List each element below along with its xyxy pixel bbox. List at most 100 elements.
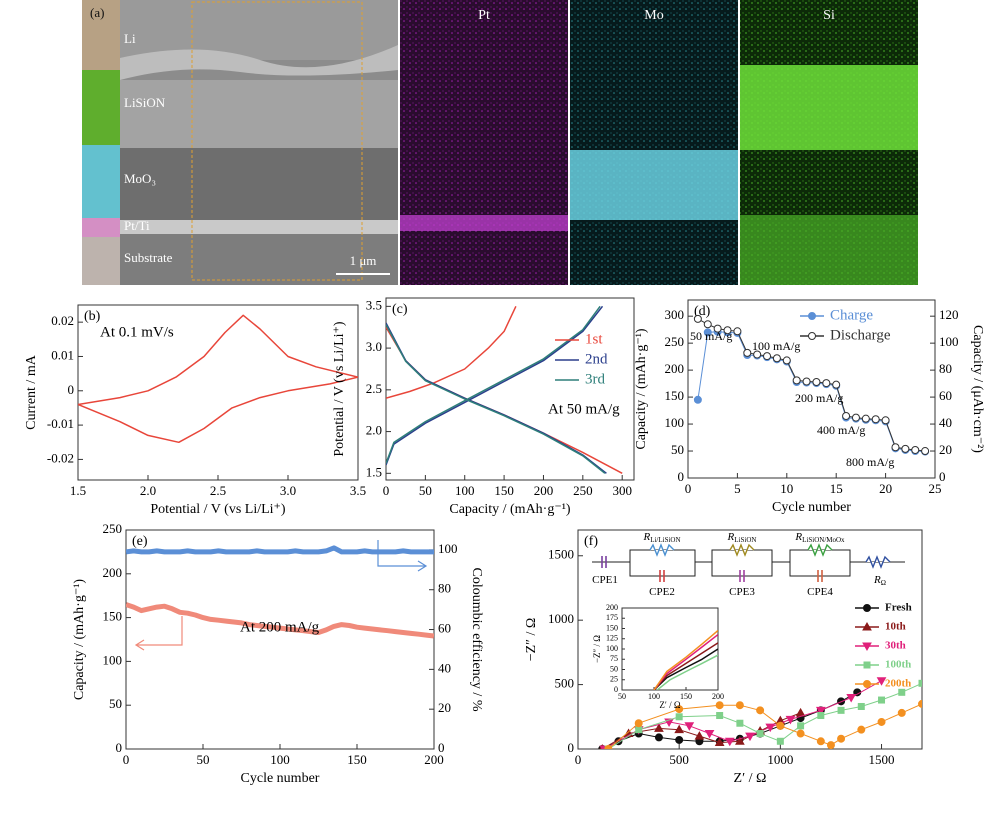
resistor <box>729 543 755 557</box>
marker <box>785 715 796 725</box>
arrow <box>377 540 428 572</box>
marker <box>634 719 643 728</box>
layer-label: LiSiON <box>124 95 166 110</box>
y-axis-label: −Z″ / Ω <box>524 618 539 662</box>
marker <box>817 712 825 720</box>
resistor <box>807 543 833 557</box>
circuit-symbol: R <box>794 531 802 543</box>
layer-label: Li <box>124 31 136 46</box>
y-tick-label: 0 <box>678 469 685 484</box>
pt-map <box>400 0 568 285</box>
marker <box>921 447 930 456</box>
y2-tick-label: 20 <box>438 700 451 715</box>
y2-axis-label: Capacity / (μAh·cm⁻²) <box>970 325 985 453</box>
resistor <box>649 543 675 557</box>
marker <box>812 377 821 386</box>
marker <box>736 719 744 727</box>
marker <box>675 713 683 721</box>
marker <box>703 328 712 337</box>
y-tick-label: 0 <box>68 382 75 397</box>
marker <box>715 701 724 710</box>
selection-box <box>191 1 363 281</box>
annotation: 50 mA/g <box>690 329 732 343</box>
marker <box>918 679 922 687</box>
legend-label: 30th <box>885 640 906 652</box>
x-tick-label: 1000 <box>767 752 793 767</box>
annotation: At 0.1 mV/s <box>100 324 174 340</box>
marker <box>604 745 613 749</box>
marker <box>675 735 684 744</box>
marker <box>704 730 715 739</box>
series-group <box>653 629 718 690</box>
y-tick-label: 50 <box>109 696 122 711</box>
marker <box>802 377 811 386</box>
y-tick-label: 0.02 <box>51 313 74 328</box>
y-tick-label: 50 <box>671 442 684 457</box>
marker <box>635 726 643 734</box>
y-axis-label: Potential / V (vs Li/Li⁺) <box>332 321 347 457</box>
series-group <box>693 314 930 456</box>
y-tick-label: 0 <box>614 685 618 694</box>
map-title: Mo <box>644 8 663 23</box>
x-tick-label: 1.5 <box>70 483 86 498</box>
marker <box>694 731 705 740</box>
y2-tick-label: 100 <box>939 334 959 349</box>
y-tick-label: 300 <box>665 307 685 322</box>
marker <box>693 395 702 404</box>
x-axis-label: Z′ / Ω <box>659 700 680 710</box>
panel-label: (b) <box>84 309 101 324</box>
x-tick-label: 0 <box>123 752 130 767</box>
marker <box>716 712 724 720</box>
marker <box>735 701 744 710</box>
plot-area <box>385 297 635 481</box>
x-tick-label: 1500 <box>869 752 895 767</box>
pt-band <box>400 215 568 231</box>
y2-tick-label: 80 <box>438 581 451 596</box>
y-tick-label: 125 <box>606 634 618 643</box>
legend-label: Discharge <box>830 327 891 343</box>
marker <box>743 348 752 357</box>
y-tick-label: 150 <box>103 609 123 624</box>
marker <box>724 737 735 747</box>
y2-tick-label: 80 <box>939 361 952 376</box>
x-tick-label: 2.0 <box>140 483 156 498</box>
circuit-label: RLi/LiSiON <box>642 531 680 544</box>
y-tick-label: -0.02 <box>47 450 74 465</box>
circuit-label: CPE4 <box>807 586 833 598</box>
marker <box>842 411 851 420</box>
y-tick-label: 500 <box>555 676 575 691</box>
marker <box>846 693 857 703</box>
arrow <box>134 616 183 651</box>
y2-tick-label: 0 <box>939 469 946 484</box>
layer-swatch <box>82 145 120 218</box>
circuit-label: CPE1 <box>592 574 618 586</box>
circuit-symbol: CPE2 <box>649 586 675 598</box>
layer-swatch <box>82 237 120 285</box>
annotation: 400 mA/g <box>817 423 865 437</box>
marker <box>871 415 880 424</box>
x-tick-label: 150 <box>347 752 367 767</box>
x-tick-label: 5 <box>734 481 741 496</box>
y-tick-label: 75 <box>610 654 618 663</box>
circuit-subscript: Ω <box>881 579 886 587</box>
x-tick-label: 100 <box>270 752 290 767</box>
y-tick-label: 3.5 <box>366 297 382 312</box>
marker <box>891 443 900 452</box>
x-tick-label: 150 <box>680 692 692 701</box>
y-tick-label: 0 <box>116 740 123 755</box>
map-title: Si <box>823 8 835 23</box>
marker <box>782 356 791 365</box>
plot-area <box>77 304 359 481</box>
marker <box>714 737 725 747</box>
series-line <box>653 642 718 690</box>
y-tick-label: 2.0 <box>366 423 382 438</box>
x-axis-label: Cycle number <box>772 500 851 515</box>
x-tick-label: 500 <box>669 752 689 767</box>
legend-label: Charge <box>830 307 873 323</box>
x-tick-label: 25 <box>929 481 942 496</box>
marker <box>654 723 664 732</box>
series-line <box>653 648 718 690</box>
x-tick-label: 50 <box>419 483 432 498</box>
y2-tick-label: 60 <box>939 388 952 403</box>
x-axis-label: Cycle number <box>241 771 320 786</box>
